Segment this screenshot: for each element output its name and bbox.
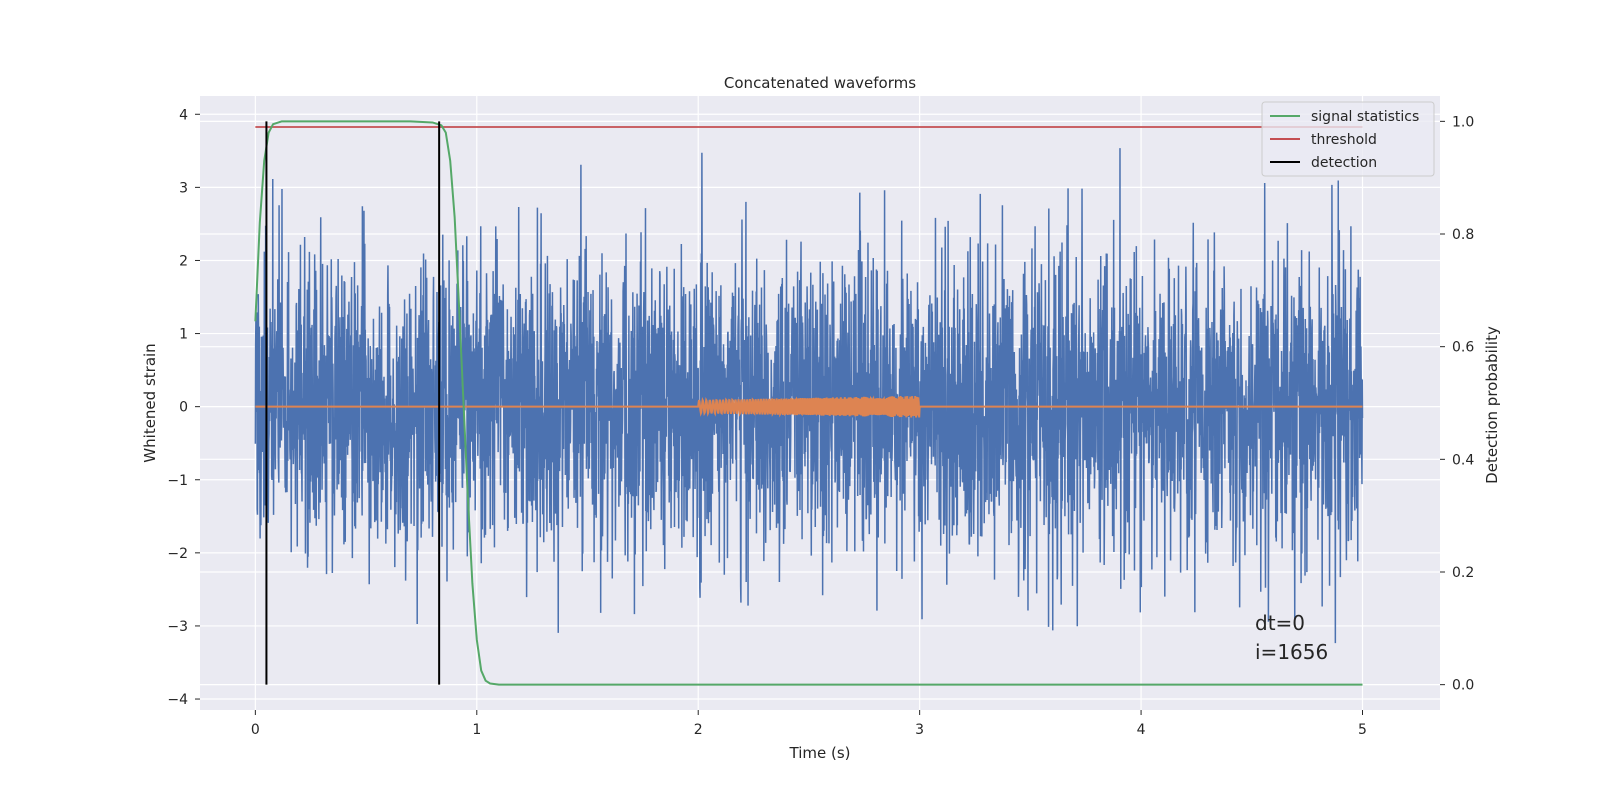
x-tick-label: 3 — [915, 722, 924, 738]
y2-tick-label: 0.2 — [1452, 565, 1474, 581]
y2-tick-label: 1.0 — [1452, 114, 1474, 130]
x-tick-label: 2 — [694, 722, 703, 738]
y2-tick-label: 0.4 — [1452, 452, 1474, 468]
chart: 0 1 2 3 4 5 −4 −3 −2 −1 0 1 2 3 4 0.0 0.2 0.4 0.6 0.8 1.0 Co… — [0, 0, 1600, 800]
x-tick-label: 4 — [1137, 722, 1146, 738]
y-tick-label: 3 — [179, 180, 188, 196]
y2-tick-label: 0.0 — [1452, 678, 1474, 694]
x-tick-label: 1 — [472, 722, 481, 738]
y2-axis-label: Detection probability — [1483, 326, 1501, 484]
y-axis-label: Whitened strain — [141, 343, 159, 462]
annotation-dt: dt=0 — [1255, 611, 1305, 635]
legend-label-threshold: threshold — [1311, 132, 1377, 148]
legend: signal statistics threshold detection — [1262, 102, 1434, 176]
x-axis-label: Time (s) — [789, 744, 851, 762]
y-tick-label: −3 — [167, 619, 188, 635]
y-tick-label: 4 — [179, 107, 188, 123]
chart-title: Concatenated waveforms — [724, 74, 916, 92]
y-tick-label: 1 — [179, 327, 188, 343]
y-tick-label: −4 — [167, 692, 188, 708]
y-tick-label: −2 — [167, 546, 188, 562]
y2-tick-label: 0.8 — [1452, 227, 1474, 243]
y-tick-label: −1 — [167, 473, 188, 489]
legend-label-signal-statistics: signal statistics — [1311, 109, 1419, 125]
annotation-index: i=1656 — [1255, 640, 1328, 664]
y-tick-label: 0 — [179, 400, 188, 416]
y2-tick-label: 0.6 — [1452, 340, 1474, 356]
x-tick-label: 5 — [1358, 722, 1367, 738]
x-tick-label: 0 — [251, 722, 260, 738]
y-tick-label: 2 — [179, 253, 188, 269]
legend-label-detection: detection — [1311, 155, 1377, 171]
